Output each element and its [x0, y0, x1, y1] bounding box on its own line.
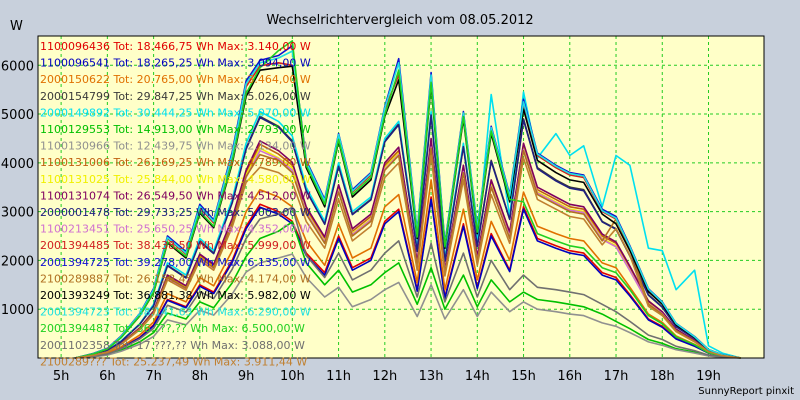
- x-tick-labels: 5h 6h 7h 8h 9h 10h 11h 12h 13h 14h 15h 16h 17h 18h 19h: [53, 369, 721, 384]
- y-tick-labels: 1000 2000 3000 4000 5000 6000: [1, 59, 34, 318]
- series-line-10: [74, 137, 742, 359]
- legend-entry: 2100289887 Tot: 26.158,45 Wh Max: 4.174,…: [40, 272, 311, 285]
- x-tick-label: 15h: [511, 369, 536, 384]
- x-tick-label: 7h: [145, 369, 162, 384]
- y-tick-label: 6000: [1, 59, 34, 74]
- y-tick-label: 1000: [1, 303, 34, 318]
- legend-entry: 2000001478 Tot: 29.733,25 Wh Max: 5.003,…: [40, 206, 311, 219]
- y-tick-label: 5000: [1, 108, 34, 123]
- legend-entry: 1100129553 Tot: 14.913,00 Wh Max: 2.793,…: [40, 123, 311, 136]
- series-lines: [74, 40, 742, 359]
- legend-entry: 2000149892 Tot: 30.444,25 Wh Max: 5.070,…: [40, 106, 311, 119]
- legend-entry: 1100131006 Tot: 26.169,25 Wh Max: 4.789,…: [40, 156, 311, 169]
- series-line-7: [74, 253, 741, 359]
- x-tick-label: 14h: [465, 369, 490, 384]
- series-line-3: [74, 179, 741, 359]
- x-tick-label: 11h: [326, 369, 351, 384]
- y-tick-label: 4000: [1, 157, 34, 172]
- legend-entry: 1100096541 Tot: 18.265,25 Wh Max: 3.094,…: [40, 57, 311, 70]
- legend: 1100096436 Tot: 18.466,75 Wh Max: 3.140,…: [40, 40, 311, 368]
- x-tick-label: 8h: [192, 369, 209, 384]
- series-line-18: [74, 40, 741, 359]
- legend-entry: 1100131074 Tot: 26.549,50 Wh Max: 4.512,…: [40, 189, 311, 202]
- series-line-2: [74, 198, 741, 359]
- series-line-19: [74, 206, 741, 359]
- legend-entry: 2001394487 Tot: 36.???,?? Wh Max: 6.500,…: [40, 322, 305, 335]
- x-tick-label: 6h: [99, 369, 116, 384]
- legend-entry: 2001394485 Tot: 38.438,50 Wh Max: 5.999,…: [40, 239, 311, 252]
- y-tick-label: 2000: [1, 254, 34, 269]
- legend-entry: 1100131025 Tot: 25.844,00 Wh Max: 4.580,…: [40, 173, 311, 186]
- x-tick-label: 19h: [696, 369, 721, 384]
- legend-entry: 2001102358 Tot: 17.???,?? Wh Max: 3.088,…: [40, 339, 305, 352]
- legend-entry: 2000150622 Tot: 20.765,00 Wh Max: 3.464,…: [40, 73, 311, 86]
- legend-entry: 2001394725 Tot: 39.278,00 Wh Max: 6.135,…: [40, 256, 311, 269]
- legend-entry: 1100213451 Tot: 25.650,25 Wh Max: 4.352,…: [40, 223, 311, 236]
- y-tick-label: 3000: [1, 206, 34, 221]
- legend-entry: 1100096436 Tot: 18.466,75 Wh Max: 3.140,…: [40, 40, 311, 53]
- series-line-20: [74, 154, 742, 359]
- legend-entry: 1100130966 Tot: 12.439,75 Wh Max: 2.134,…: [40, 140, 311, 153]
- y-axis-unit: W: [10, 19, 23, 34]
- legend-entry: 2100289??? Tot: 25.237,49 Wh Max: 3.911,…: [40, 355, 307, 368]
- x-tick-label: 12h: [372, 369, 397, 384]
- x-tick-label: 9h: [238, 369, 255, 384]
- x-tick-label: 16h: [557, 369, 582, 384]
- legend-entry: 2001393249 Tot: 36.881,38 Wh Max: 5.982,…: [40, 289, 311, 302]
- footer-credit: SunnyReport pinxit: [698, 386, 794, 397]
- x-tick-label: 18h: [650, 369, 675, 384]
- legend-entry: 2001394723 Tot: 38.141,63 Wh Max: 6.290,…: [40, 306, 311, 319]
- legend-entry: 2000154799 Tot: 29.847,25 Wh Max: 5.026,…: [40, 90, 311, 103]
- x-tick-label: 5h: [53, 369, 70, 384]
- x-tick-label: 17h: [604, 369, 629, 384]
- chart-title: Wechselrichtervergleich vom 08.05.2012: [266, 13, 533, 28]
- series-line-6: [74, 221, 741, 359]
- x-tick-label: 13h: [419, 369, 444, 384]
- plot-frame: [37, 35, 765, 359]
- x-tick-label: 10h: [280, 369, 305, 384]
